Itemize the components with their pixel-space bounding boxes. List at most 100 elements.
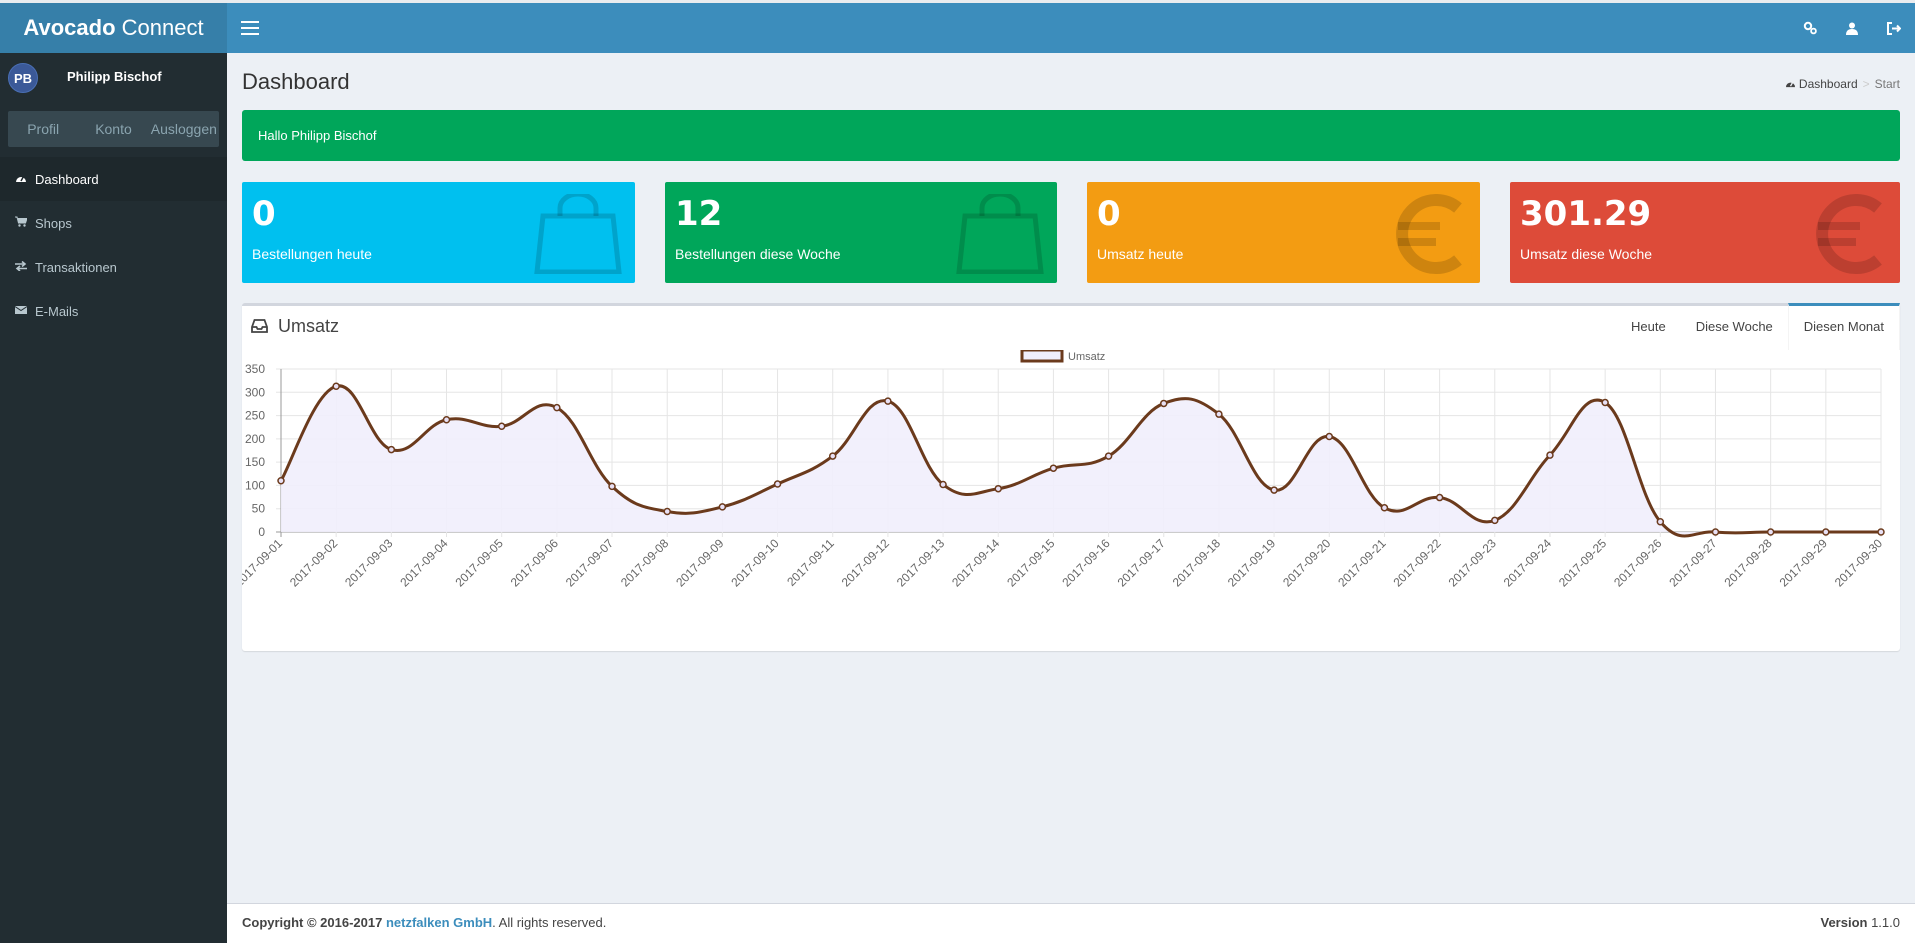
data-point	[1380, 504, 1389, 512]
greeting-callout: Hallo Philipp Bischof	[242, 110, 1900, 161]
company-link[interactable]: netzfalken GmbH	[385, 915, 493, 930]
shopping-bag-icon	[956, 194, 1044, 274]
version-label: Version	[1820, 915, 1868, 930]
stat-value: 301.29	[1520, 194, 1652, 234]
x-tick-label: 2017-09-03	[342, 536, 396, 590]
x-tick-label: 2017-09-18	[1170, 536, 1224, 590]
data-point	[332, 382, 340, 390]
logo-rest-text: Connect	[115, 15, 204, 40]
main-content: Dashboard Dashboard > Start Hallo Philipp …	[227, 53, 1915, 903]
sidebar-item-transactions[interactable]: Transaktionen	[0, 245, 227, 289]
version-number: 1.1.0	[1871, 915, 1900, 930]
user-name: Philipp Bischof	[67, 69, 162, 84]
user-button-group: Profil Konto Ausloggen	[8, 111, 219, 147]
stat-box-revenue-week: 301.29 Umsatz diese Woche	[1510, 182, 1900, 283]
y-tick-label: 100	[245, 478, 265, 492]
x-tick-label: 2017-09-11	[784, 536, 837, 589]
sidebar-toggle-icon[interactable]	[241, 18, 259, 38]
top-border	[0, 0, 1915, 3]
x-tick-label: 2017-09-10	[728, 536, 782, 590]
data-point	[663, 507, 671, 516]
stat-box-revenue-today: 0 Umsatz heute	[1087, 182, 1480, 283]
x-tick-label: 2017-09-19	[1225, 536, 1279, 590]
x-tick-label: 2017-09-26	[1611, 536, 1665, 590]
legend-swatch	[1020, 350, 1064, 363]
y-tick-label: 150	[245, 455, 265, 469]
copyright-text: Copyright © 2016-2017	[242, 915, 386, 930]
y-tick-label: 200	[245, 432, 265, 446]
avatar[interactable]: PB	[8, 63, 38, 93]
euro-icon	[1816, 194, 1882, 274]
data-point	[1491, 516, 1499, 525]
data-point	[1711, 528, 1720, 536]
profile-button[interactable]: Profil	[27, 121, 60, 137]
data-point	[1270, 486, 1278, 494]
data-point	[718, 503, 727, 511]
euro-icon	[1396, 194, 1462, 274]
stat-value: 0	[252, 194, 276, 234]
x-tick-label: 2017-09-27	[1666, 536, 1720, 590]
x-tick-label: 2017-09-16	[1059, 536, 1113, 590]
data-point	[442, 416, 451, 424]
tab-this-month[interactable]: Diesen Monat	[1787, 303, 1900, 350]
x-tick-label: 2017-09-28	[1721, 536, 1775, 590]
stat-box-orders-today: 0 Bestellungen heute	[242, 182, 635, 283]
series-area	[281, 385, 1881, 537]
sidebar-item-dashboard[interactable]: Dashboard	[0, 157, 227, 201]
x-tick-label: 2017-09-21	[1335, 536, 1389, 590]
x-tick-label: 2017-09-08	[618, 536, 672, 590]
stat-label: Umsatz heute	[1097, 246, 1184, 262]
stat-box-orders-week: 12 Bestellungen diese Woche	[665, 182, 1057, 283]
stat-label: Umsatz diese Woche	[1520, 246, 1653, 262]
legend-label: Umsatz	[1068, 351, 1105, 363]
footer: Copyright © 2016-2017 netzfalken GmbH. A…	[227, 903, 1915, 943]
breadcrumb-current: Start	[1874, 77, 1900, 91]
data-point	[1766, 528, 1775, 536]
x-tick-label: 2017-09-04	[397, 536, 451, 590]
stat-value: 12	[675, 194, 723, 234]
tab-this-week[interactable]: Diese Woche	[1695, 319, 1773, 334]
data-point	[497, 422, 506, 431]
breadcrumb-link-dashboard[interactable]: Dashboard	[1798, 77, 1858, 91]
x-tick-label: 2017-09-07	[563, 536, 617, 590]
sidebar-item-emails[interactable]: E-Mails	[0, 289, 227, 333]
x-tick-label: 2017-09-25	[1556, 536, 1610, 590]
data-point	[994, 484, 1002, 493]
x-tick-label: 2017-09-20	[1280, 536, 1334, 590]
cart-icon	[15, 216, 35, 230]
logo-bold-text: Avocado	[23, 15, 116, 40]
chart-box-title: Umsatz	[278, 316, 340, 336]
y-tick-label: 300	[245, 385, 265, 399]
data-point	[1160, 399, 1168, 408]
app-logo[interactable]: Avocado Connect	[0, 3, 227, 53]
sidebar: PB Philipp Bischof Profil Konto Auslogge…	[0, 53, 227, 943]
data-point	[277, 477, 285, 485]
navbar-icons	[1789, 3, 1915, 53]
y-tick-label: 350	[245, 362, 265, 376]
page-title: Dashboard	[242, 69, 350, 94]
stat-value: 0	[1097, 194, 1121, 234]
data-point	[1325, 432, 1334, 441]
logout-button[interactable]: Ausloggen	[150, 121, 217, 137]
user-icon[interactable]	[1831, 3, 1873, 53]
data-point	[387, 445, 396, 454]
revenue-chart-box: Umsatz Heute Diese Woche Diesen Monat Um…	[242, 303, 1900, 651]
x-tick-label: 2017-09-30	[1832, 536, 1886, 590]
data-point	[1546, 451, 1554, 459]
y-tick-label: 250	[245, 409, 265, 423]
logout-icon[interactable]	[1873, 3, 1915, 53]
rights-text: . All rights reserved.	[492, 915, 607, 930]
x-tick-label: 2017-09-02	[287, 536, 341, 590]
period-tabs: Heute Diese Woche Diesen Monat	[1616, 303, 1900, 350]
account-button[interactable]: Konto	[95, 121, 132, 137]
dashboard-icon	[15, 172, 35, 186]
sidebar-item-label: Transaktionen	[35, 259, 117, 275]
data-point	[1215, 410, 1223, 418]
sidebar-item-label: Shops	[35, 215, 72, 231]
sidebar-item-shops[interactable]: Shops	[0, 201, 227, 245]
stat-label: Bestellungen diese Woche	[675, 246, 841, 262]
settings-icon[interactable]	[1789, 3, 1831, 53]
x-tick-label: 2017-09-23	[1446, 536, 1500, 590]
tab-today[interactable]: Heute	[1631, 319, 1666, 334]
